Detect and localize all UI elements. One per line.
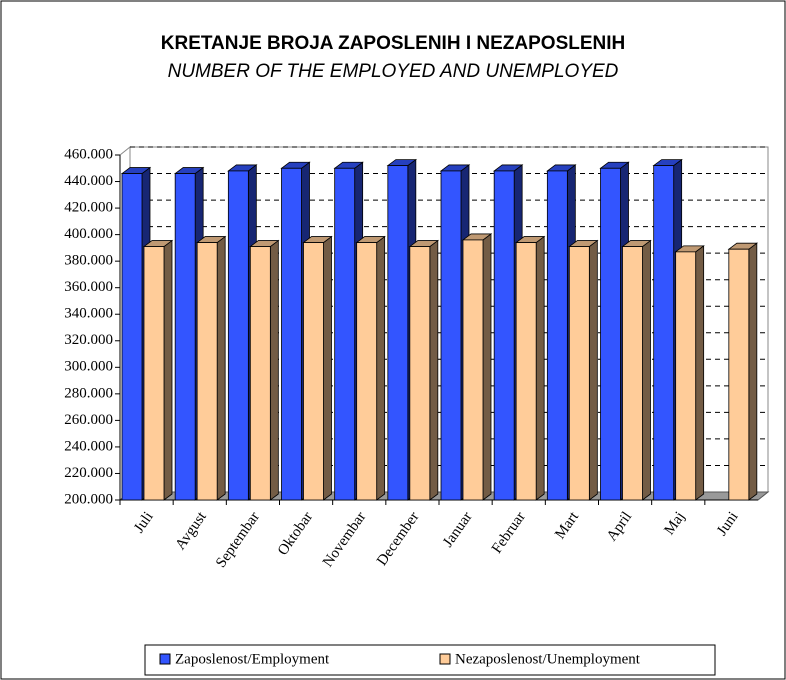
bar-side (748, 242, 758, 501)
legend: Zaposlenost/Employment Nezaposlenost/Unem… (144, 644, 716, 676)
bar (196, 242, 218, 501)
bar-side (588, 239, 598, 501)
bar (653, 165, 675, 501)
bar (409, 246, 431, 501)
y-tick-label: 200.000 (64, 491, 113, 507)
bar-side (535, 235, 545, 501)
y-tick-label: 420.000 (64, 200, 113, 216)
bar-side (482, 233, 492, 501)
y-tick-label: 240.000 (64, 438, 113, 454)
bar-side (376, 235, 386, 501)
legend-label: Nezaposlenost/Unemployment (455, 651, 641, 667)
bar (249, 246, 271, 501)
bar (728, 248, 750, 501)
bar-side (429, 239, 439, 501)
y-tick-label: 340.000 (64, 306, 113, 322)
bar (493, 170, 515, 501)
bar (174, 173, 196, 501)
bar (387, 165, 409, 501)
bar-side (642, 239, 651, 501)
y-tick-label: 360.000 (64, 279, 113, 295)
bar-side (695, 245, 705, 501)
y-tick-label: 400.000 (64, 226, 113, 242)
bar-side (323, 235, 332, 501)
y-tick-label: 220.000 (64, 465, 113, 481)
bar (600, 167, 621, 501)
chart-title: KRETANJE BROJA ZAPOSLENIH I NEZAPOSLENIH (161, 33, 626, 54)
bar (546, 170, 568, 501)
y-tick-label: 320.000 (64, 332, 113, 348)
bar (121, 173, 143, 501)
bar-side (163, 239, 173, 501)
bar (515, 242, 537, 501)
bar (227, 170, 249, 501)
bar (440, 170, 462, 501)
legend-swatch (439, 653, 451, 665)
y-tick-label: 260.000 (64, 412, 113, 428)
bar (568, 246, 590, 501)
legend-box (144, 644, 716, 676)
bar (675, 251, 697, 501)
bar (356, 242, 378, 501)
bar (143, 246, 165, 501)
y-tick-label: 460.000 (64, 146, 113, 162)
bar (334, 167, 356, 501)
legend-swatch (159, 653, 171, 665)
bar (303, 242, 324, 501)
chart-subtitle: NUMBER OF THE EMPLOYED AND UNEMPLOYED (168, 61, 619, 82)
y-tick-label: 280.000 (64, 385, 113, 401)
legend-label: Zaposlenost/Employment (175, 651, 330, 667)
y-tick-label: 380.000 (64, 253, 113, 269)
bar-side (216, 235, 226, 501)
y-tick-label: 440.000 (64, 173, 113, 189)
y-tick-label: 300.000 (64, 359, 113, 375)
bar (281, 167, 302, 501)
bar (622, 246, 643, 501)
bar (462, 239, 484, 501)
bar-side (269, 239, 279, 501)
